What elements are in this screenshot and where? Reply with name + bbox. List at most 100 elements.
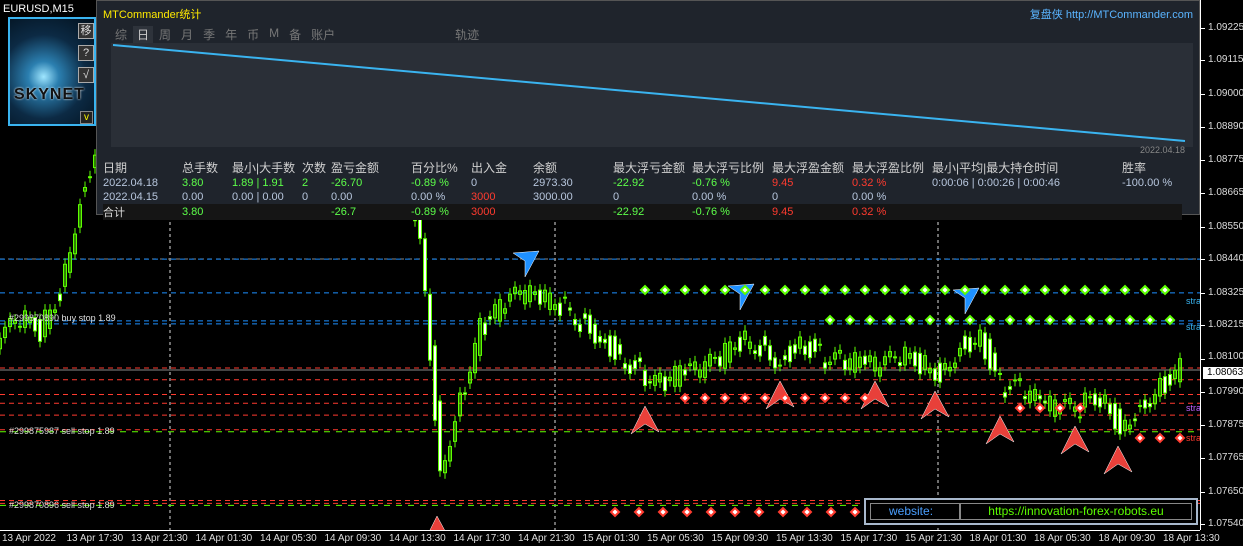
candle-body (748, 341, 752, 349)
trade-marker-icon (1064, 314, 1076, 326)
candle-body (678, 365, 682, 387)
table-cell: -0.76 % (692, 177, 730, 189)
trade-marker-icon (719, 284, 731, 296)
buy-arrow-icon (512, 250, 540, 278)
price-tick (1201, 94, 1205, 96)
candle-body (813, 338, 817, 353)
candle-body (483, 322, 487, 335)
time-label: 15 Apr 05:30 (647, 533, 704, 544)
trade-marker-icon (799, 284, 811, 296)
candle-body (1088, 396, 1092, 399)
trade-marker-icon (739, 284, 751, 296)
candle-body (783, 355, 787, 361)
price-label: 1.08890 (1208, 120, 1243, 132)
trade-marker-icon (779, 392, 791, 404)
tab-3[interactable]: 月 (181, 28, 194, 42)
column-header: 最小|大手数 (232, 161, 296, 175)
candle-body (848, 358, 852, 370)
confirm-button[interactable]: √ (78, 67, 94, 83)
price-tick (1201, 325, 1205, 327)
help-button[interactable]: ? (78, 45, 94, 61)
trade-marker-icon (609, 506, 621, 518)
move-button[interactable]: 移 (78, 23, 94, 39)
candle-body (708, 353, 712, 367)
candle-body (623, 363, 627, 369)
tab-10[interactable]: 轨迹 (455, 28, 480, 42)
time-label: 14 Apr 17:30 (453, 533, 511, 544)
price-label: 1.07875 (1208, 419, 1243, 431)
time-label: 15 Apr 21:30 (905, 533, 962, 544)
candle-body (1003, 392, 1007, 398)
trade-marker-icon (699, 284, 711, 296)
candle-body (658, 372, 662, 383)
candle-body (713, 356, 717, 359)
tab-4[interactable]: 季 (203, 28, 216, 42)
tab-1[interactable]: 日 (133, 26, 154, 43)
candle-body (513, 286, 517, 295)
candle-body (1063, 399, 1067, 402)
tab-6[interactable]: 币 (247, 28, 260, 42)
table-cell (932, 204, 1122, 220)
table-cell: 3000 (471, 204, 533, 220)
time-label: 15 Apr 01:30 (582, 533, 640, 544)
candle-body (603, 338, 607, 344)
candle-body (23, 310, 27, 328)
candle-body (758, 345, 762, 357)
candle-body (878, 367, 882, 377)
candle-body (1153, 394, 1157, 405)
time-label: 14 Apr 01:30 (195, 533, 253, 544)
tab-5[interactable]: 年 (225, 28, 238, 42)
sell-arrow-icon (429, 515, 445, 530)
candle-body (803, 345, 807, 355)
candle-body (558, 302, 562, 316)
candle-body (1048, 395, 1052, 412)
candle-body (88, 176, 92, 179)
candle-body (1098, 397, 1102, 408)
trade-marker-icon (1144, 314, 1156, 326)
strategy-label: stra (1186, 322, 1202, 332)
table-cell: 3000 (471, 191, 496, 203)
candle-body (1123, 419, 1127, 432)
trade-marker-icon (1119, 284, 1131, 296)
trade-marker-icon (1104, 314, 1116, 326)
strategy-label: stra (1186, 296, 1202, 306)
candle-body (28, 316, 32, 323)
candle-body (648, 381, 652, 384)
column-header: 最小|平均|最大持仓时间 (932, 161, 1059, 175)
sell-arrow-icon (1103, 445, 1133, 475)
table-cell (1122, 204, 1182, 220)
table-cell: -100.00 % (1122, 177, 1173, 189)
candle-body (673, 365, 677, 387)
candle-body (518, 290, 522, 295)
candle-body (843, 359, 847, 370)
candle-body (613, 335, 617, 360)
candle-body (1113, 403, 1117, 430)
tab-9[interactable]: 账户 (311, 28, 336, 42)
candle-body (1023, 396, 1027, 400)
column-header: 胜率 (1122, 161, 1147, 175)
tab-8[interactable]: 备 (289, 28, 302, 42)
ea-logo: SKYNET (14, 86, 85, 103)
table-cell: 2973.30 (533, 177, 573, 189)
tab-2[interactable]: 周 (159, 28, 172, 42)
trade-marker-icon (679, 284, 691, 296)
time-axis[interactable]: 13 Apr 2022 13 Apr 17:30 13 Apr 21:30 14 Ap… (0, 530, 1220, 546)
price-label: 1.07540 (1208, 517, 1243, 529)
time-label: 18 Apr 13:30 (1163, 533, 1220, 544)
candle-body (923, 355, 927, 370)
trade-marker-icon (1154, 432, 1166, 444)
candle-body (958, 347, 962, 357)
symbol-label: EURUSD,M15 (3, 3, 74, 15)
candle-body (873, 356, 877, 372)
table-cell: 0 (302, 191, 309, 203)
candle-body (643, 370, 647, 387)
price-axis[interactable]: 1.09225 1.09115 1.09000 1.08890 1.08775 1.086… (1200, 0, 1243, 530)
trade-marker-icon (839, 284, 851, 296)
table-cell: 0.32 % (852, 177, 887, 189)
website-url[interactable]: https://innovation-forex-robots.eu (960, 503, 1192, 520)
brand-link[interactable]: 复盘侠 http://MTCommander.com (1029, 9, 1193, 21)
tab-0[interactable]: 综 (115, 28, 128, 42)
candle-body (533, 291, 537, 296)
candle-body (588, 314, 592, 334)
tab-7[interactable]: M (269, 26, 280, 40)
